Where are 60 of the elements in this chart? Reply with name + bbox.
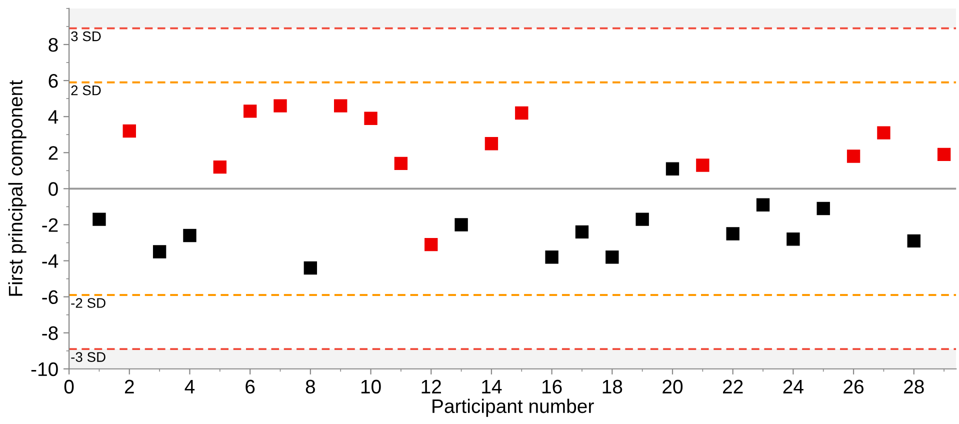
- ref-line-label: -3 SD: [71, 352, 106, 362]
- y-tick-label: -4: [42, 254, 58, 268]
- point: [846, 148, 861, 164]
- point: [906, 234, 922, 248]
- x-tick-label: 10: [361, 380, 381, 394]
- x-tick-label: 16: [542, 380, 562, 394]
- point: [152, 244, 167, 260]
- point: [936, 147, 952, 162]
- point: [303, 260, 318, 276]
- y-tick-label: 0: [48, 182, 58, 196]
- point: [424, 237, 438, 252]
- point: [272, 98, 288, 114]
- x-tick-label: 2: [124, 380, 134, 394]
- point: [544, 250, 560, 264]
- ref-line-label: 3 SD: [71, 31, 101, 42]
- point: [816, 201, 831, 216]
- point: [333, 98, 348, 114]
- y-tick-label: 2: [48, 146, 58, 160]
- point: [635, 212, 650, 227]
- point: [242, 104, 258, 118]
- point: [484, 136, 499, 151]
- point: [726, 226, 740, 242]
- y-axis-title: First principal component: [8, 80, 26, 296]
- point: [604, 250, 620, 264]
- point: [122, 124, 137, 138]
- point: [394, 156, 408, 171]
- point: [182, 228, 198, 243]
- x-tick-label: 4: [184, 380, 195, 394]
- point: [92, 212, 107, 227]
- point: [574, 224, 590, 240]
- point: [212, 160, 228, 174]
- x-tick-label: 28: [904, 380, 924, 394]
- x-tick-label: 6: [246, 380, 255, 394]
- point: [695, 158, 710, 173]
- y-tick-label: 4: [48, 110, 58, 124]
- x-tick-label: 24: [783, 380, 804, 394]
- y-tick-label: -6: [42, 290, 58, 304]
- y-tick-label: 8: [48, 38, 58, 52]
- point: [363, 111, 378, 126]
- x-tick-label: 26: [844, 380, 864, 394]
- y-tick-label: -8: [42, 326, 58, 340]
- x-tick-label: 22: [723, 380, 743, 394]
- ref-line-label: 2 SD: [71, 85, 101, 96]
- point: [786, 232, 800, 246]
- x-tick-label: 18: [602, 380, 622, 394]
- y-tick-label: -10: [31, 362, 58, 376]
- y-tick-label: -2: [42, 218, 58, 232]
- point: [756, 198, 770, 212]
- x-tick-label: 8: [306, 380, 315, 394]
- y-tick-label: 6: [48, 74, 58, 88]
- point: [665, 162, 680, 176]
- x-tick-label: 12: [422, 380, 441, 394]
- point: [876, 126, 892, 140]
- x-tick-label: 14: [482, 380, 502, 394]
- point: [514, 106, 529, 120]
- x-tick-label: 0: [64, 380, 74, 394]
- point: [454, 217, 469, 232]
- x-tick-label: 20: [662, 380, 683, 394]
- ref-line-label: -2 SD: [71, 298, 106, 308]
- x-axis-title: Participant number: [432, 398, 594, 417]
